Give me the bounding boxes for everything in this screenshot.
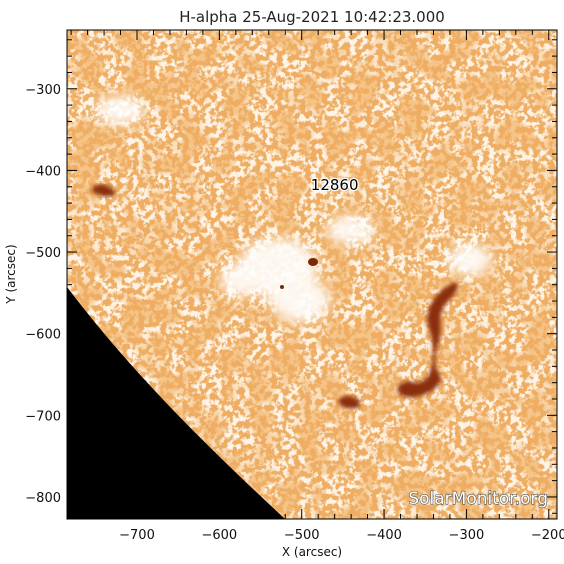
y-tick-label: −400 <box>25 164 61 179</box>
x-tick-label: −400 <box>366 528 402 543</box>
y-tick-label: −500 <box>25 246 61 261</box>
sunspots <box>280 258 318 289</box>
plot-frame <box>66 29 558 520</box>
y-tick-label: −800 <box>25 491 61 506</box>
tick-labels: −700 −600 −500 −400 −300 −200 −300 −400 −500 −600… <box>25 83 564 543</box>
sunspot <box>280 285 284 289</box>
plot-area <box>67 30 557 519</box>
filament-lower <box>338 395 361 409</box>
y-tick-label: −700 <box>25 409 61 424</box>
solarmonitor-watermark: SolarMonitor.org <box>408 489 548 509</box>
filament-main <box>397 282 458 398</box>
y-tick-label: −300 <box>25 83 61 98</box>
x-tick-label: −500 <box>284 528 320 543</box>
active-region-label: 12860 <box>311 176 359 194</box>
axis-ticks <box>67 30 557 519</box>
plot-title: H-alpha 25-Aug-2021 10:42:23.000 <box>179 8 445 26</box>
filaments <box>91 184 458 409</box>
filament-left <box>91 184 116 197</box>
x-tick-label: −300 <box>449 528 485 543</box>
y-axis-label: Y (arcsec) <box>4 244 18 304</box>
x-tick-label: −600 <box>201 528 237 543</box>
plage-regions <box>96 96 492 322</box>
y-tick-label: −600 <box>25 328 61 343</box>
x-tick-label: −700 <box>119 528 155 543</box>
off-limb-space <box>67 287 285 519</box>
sunspot <box>308 258 318 266</box>
x-tick-label: −200 <box>531 528 564 543</box>
x-axis-label: X (arcsec) <box>282 545 342 559</box>
